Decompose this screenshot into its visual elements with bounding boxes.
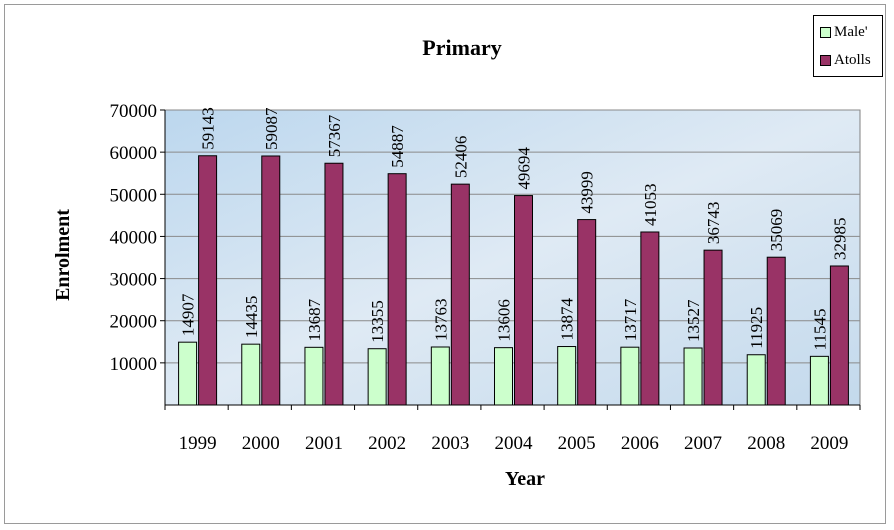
legend-swatch <box>820 54 831 66</box>
bar-atolls <box>387 173 407 406</box>
data-label: 11545 <box>810 308 829 350</box>
bar-male <box>620 346 640 406</box>
bar-male <box>683 347 703 406</box>
x-tick-label: 2008 <box>747 433 785 454</box>
legend: Male' Atolls <box>813 15 883 77</box>
bar-male <box>557 346 577 406</box>
data-label: 54887 <box>388 125 407 168</box>
data-label: 35069 <box>767 209 786 252</box>
data-label: 13874 <box>558 298 577 341</box>
y-tick-label: 50000 <box>110 185 158 206</box>
bar-male <box>178 341 198 406</box>
bar-atolls <box>703 249 723 406</box>
x-tick-label: 2007 <box>684 433 722 454</box>
bar-male <box>430 346 450 406</box>
y-tick-label: 70000 <box>110 101 158 122</box>
x-tick-label: 2009 <box>810 433 848 454</box>
bar-male <box>809 355 829 406</box>
plot-area: 10000 20000 30000 40000 50000 60000 70000 1999 1… <box>110 101 861 454</box>
x-axis-label: Year <box>505 468 545 490</box>
data-label: 49694 <box>515 147 534 190</box>
data-label: 52406 <box>451 136 470 179</box>
data-label: 14435 <box>242 296 261 339</box>
legend-item: Male' <box>814 20 882 44</box>
bar-male <box>494 347 513 406</box>
x-tick-label: 2006 <box>621 433 659 454</box>
x-tick-label: 2002 <box>368 433 406 454</box>
bar-atolls <box>514 195 533 406</box>
bar-atolls <box>198 155 218 406</box>
data-label: 59087 <box>262 107 281 150</box>
y-axis-label: Enrolment <box>52 209 74 301</box>
data-label: 13717 <box>621 298 640 341</box>
data-label: 13687 <box>305 298 324 341</box>
data-label: 11925 <box>747 307 766 349</box>
x-tick-label: 2001 <box>305 433 343 454</box>
bar-male <box>304 346 324 406</box>
bar-male <box>241 343 261 406</box>
y-tick-label: 20000 <box>110 312 158 333</box>
chart-svg: Primary Enrolment Year 10000 20000 30000 40… <box>52 35 861 490</box>
data-label: 13763 <box>431 298 450 341</box>
legend-label: Male' <box>834 23 868 40</box>
data-label: 59143 <box>199 107 218 150</box>
data-label: 13355 <box>368 300 387 343</box>
bar-atolls <box>450 183 470 406</box>
bar-atolls <box>261 155 281 406</box>
bar-male <box>367 348 387 406</box>
y-tick-label: 10000 <box>110 354 158 375</box>
bar-atolls <box>766 256 786 406</box>
chart-title: Primary <box>422 35 501 60</box>
legend-swatch <box>820 26 831 38</box>
data-label: 13527 <box>684 299 703 342</box>
y-tick-label: 30000 <box>110 270 158 291</box>
data-label: 57367 <box>325 114 344 157</box>
x-tick-label: 2003 <box>431 433 469 454</box>
data-label: 14907 <box>179 293 198 336</box>
x-tick-label: 1999 <box>179 433 217 454</box>
data-label: 32985 <box>830 217 849 260</box>
x-tick-label: 2004 <box>495 433 534 454</box>
bar-male <box>746 354 766 406</box>
legend-label: Atolls <box>834 51 871 68</box>
chart-frame: Primary Enrolment Year 10000 20000 30000 40… <box>4 4 886 524</box>
x-tick-label: 2005 <box>558 433 596 454</box>
legend-item: Atolls <box>814 48 882 72</box>
y-tick-label: 40000 <box>110 227 158 248</box>
data-label: 41053 <box>641 183 660 226</box>
y-tick-label: 60000 <box>110 143 158 164</box>
bar-atolls <box>640 231 660 406</box>
bar-atolls <box>577 219 597 406</box>
bar-atolls <box>324 162 344 406</box>
data-label: 36743 <box>704 202 723 245</box>
bar-atolls <box>829 265 849 406</box>
data-label: 43999 <box>578 171 597 214</box>
x-tick-label: 2000 <box>242 433 280 454</box>
data-label: 13606 <box>495 299 514 342</box>
